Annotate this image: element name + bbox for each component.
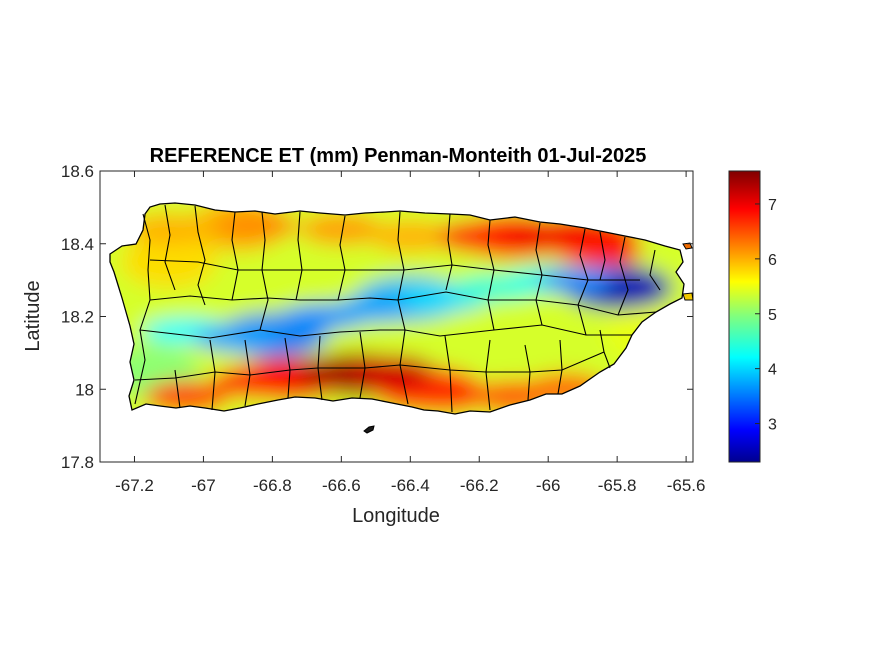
municipality-border [194, 205, 206, 306]
x-tick-label: -66.6 [322, 476, 361, 495]
x-tick-label: -66.2 [460, 476, 499, 495]
municipality-border [231, 211, 239, 301]
municipality-border [174, 369, 181, 409]
colorbar-ticks: 7 6 5 4 3 [755, 197, 777, 434]
x-tick-label: -65.6 [667, 476, 706, 495]
colorbar-tick-label: 5 [768, 307, 777, 324]
east-fragment [682, 292, 694, 301]
y-tick-label: 18.2 [61, 308, 94, 327]
island-outline [109, 202, 685, 415]
municipality-borders [134, 204, 661, 413]
municipality-border [134, 351, 605, 381]
y-tick-label: 18.6 [61, 162, 94, 181]
y-axis-label: Latitude [22, 280, 44, 351]
et-east-low-cell [603, 278, 632, 297]
y-axis-ticks: 18.6 18.4 18.2 18 17.8 [61, 162, 693, 472]
municipality-border [164, 204, 176, 291]
et-north-cell [368, 220, 453, 253]
y-tick-label: 17.8 [61, 453, 94, 472]
x-tick-label: -66.8 [253, 476, 292, 495]
et-north-cell [213, 209, 298, 242]
colorbar-tick-label: 4 [768, 362, 777, 379]
municipality-border [139, 324, 632, 339]
et-north-cell [557, 235, 642, 268]
colorbar-tick-label: 7 [768, 197, 777, 214]
municipality-border [149, 259, 640, 281]
chart-title: REFERENCE ET (mm) Penman-Monteith 01-Jul… [150, 145, 647, 167]
et-south-cell [351, 355, 436, 388]
colorbar-bar [728, 170, 761, 463]
et-south-cell [144, 380, 229, 413]
municipality-border [599, 231, 606, 281]
colorbar-tick-label: 6 [768, 252, 777, 269]
et-north-cell [437, 220, 522, 253]
x-tick-label: -67 [191, 476, 216, 495]
municipality-border [445, 213, 453, 291]
x-axis-ticks: -67.2 -67 -66.8 -66.6 -66.4 -66.2 -66 -65.8 -65.… [115, 171, 705, 495]
municipality-border [295, 211, 303, 301]
y-tick-label: 18 [75, 380, 94, 399]
et-north-cell [299, 213, 384, 246]
municipality-border [617, 236, 629, 316]
x-tick-label: -65.8 [598, 476, 637, 495]
colorbar-tick-label: 3 [768, 417, 777, 434]
x-tick-label: -66.4 [391, 476, 430, 495]
et-south-cell [402, 380, 487, 413]
et-band-cell [192, 325, 283, 352]
municipality-border [649, 249, 661, 291]
caja-de-muertos-island [363, 425, 375, 434]
y-tick-label: 18.4 [61, 235, 94, 254]
et-heatmap [110, 203, 684, 414]
et-map [109, 202, 694, 434]
x-axis-label: Longitude [352, 505, 440, 527]
x-tick-label: -67.2 [115, 476, 154, 495]
colorbar: 7 6 5 4 3 [728, 170, 777, 463]
municipality-border [149, 291, 657, 316]
municipality-border [337, 215, 346, 301]
x-tick-label: -66 [536, 476, 561, 495]
et-region-cell [120, 235, 217, 288]
